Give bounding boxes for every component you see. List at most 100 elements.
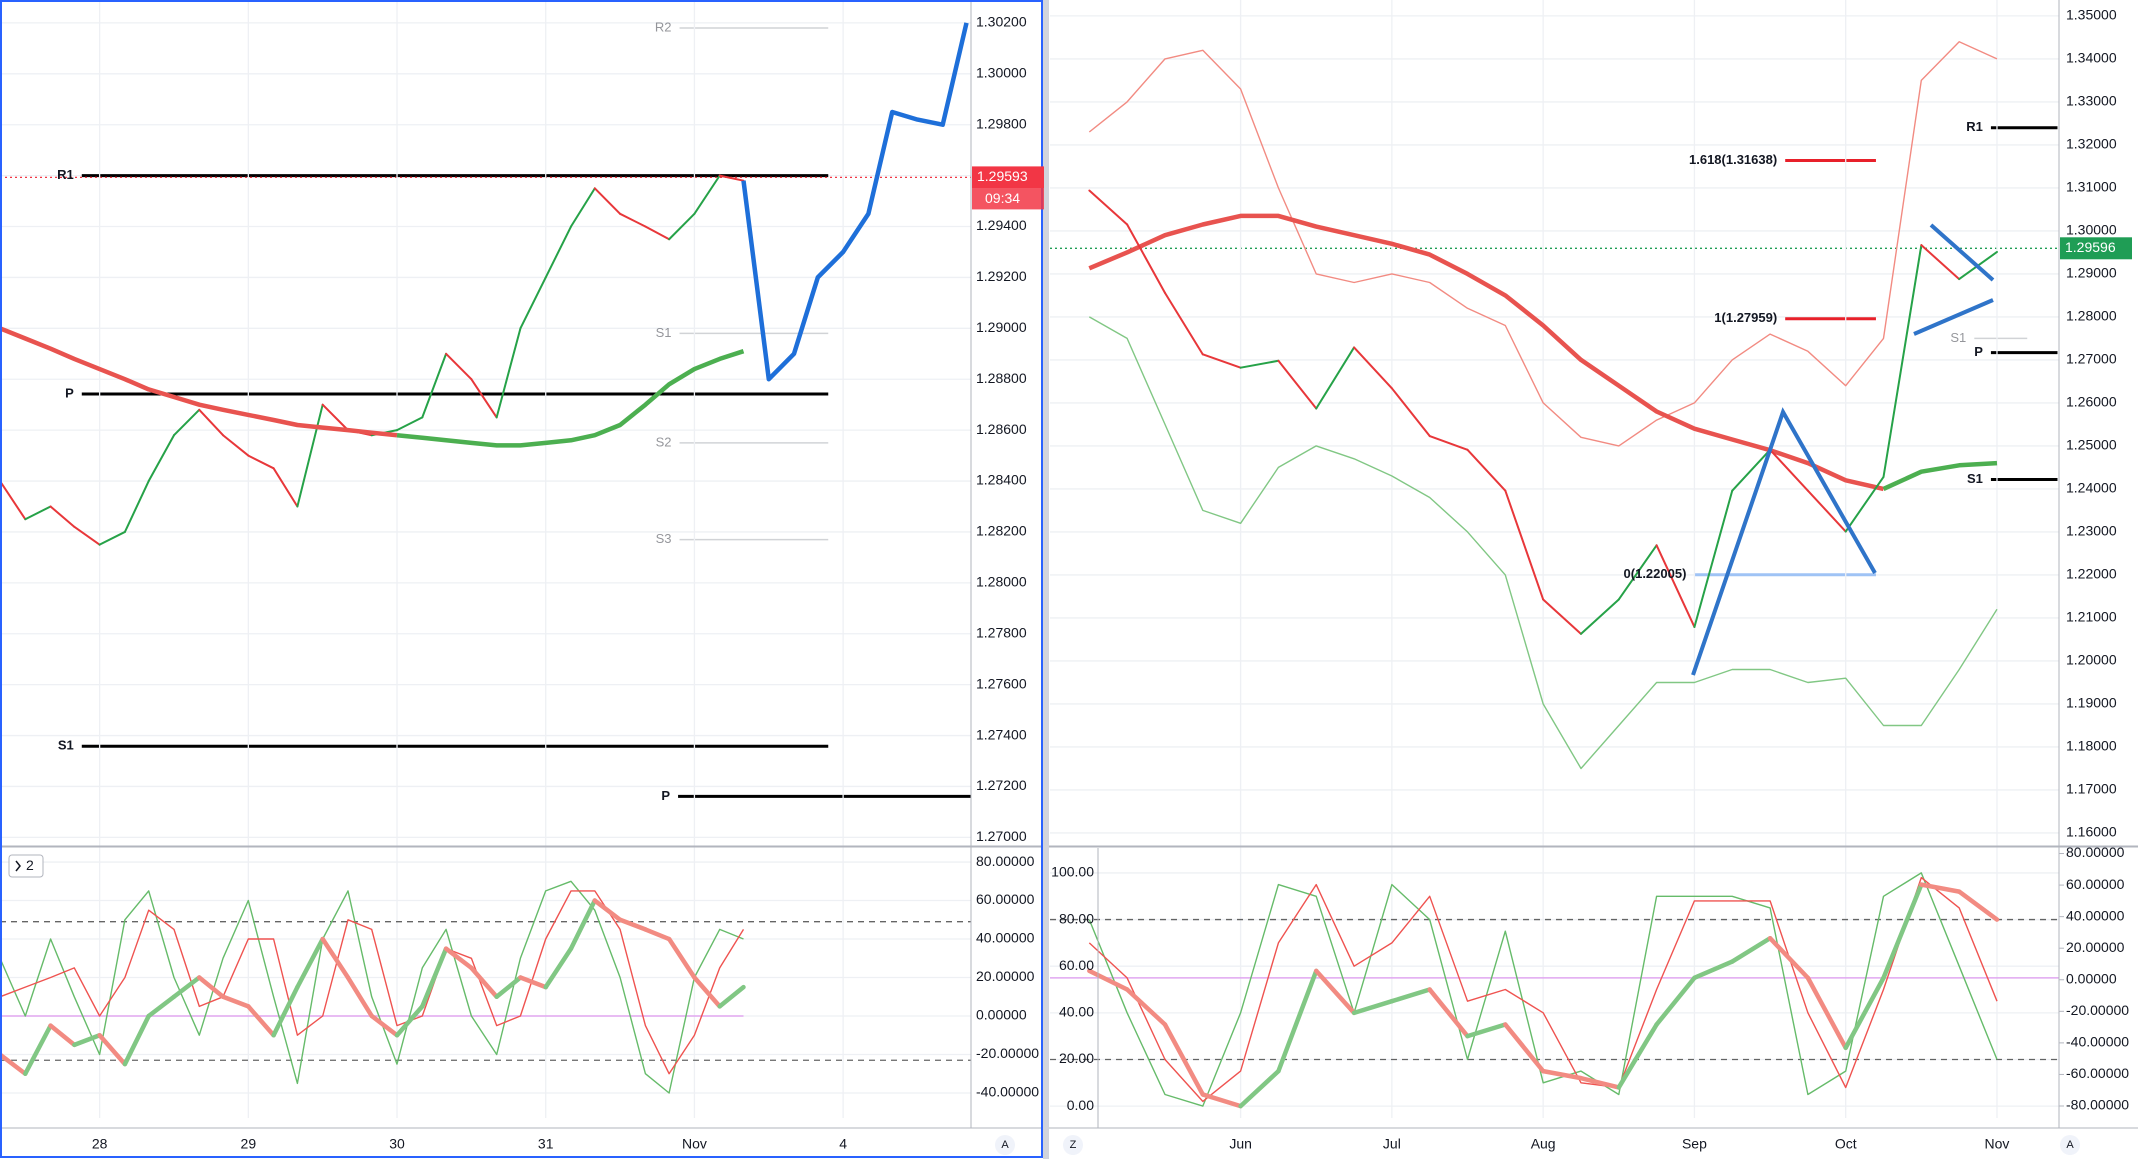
y2-tick-label: -80.00000 — [2066, 1097, 2129, 1113]
y2-tick-label: 40.00000 — [2066, 907, 2125, 923]
y-tick-label: 1.27000 — [2066, 351, 2117, 367]
line-segment — [519, 276, 547, 330]
y-tick-label: 0.00 — [1067, 1097, 1094, 1113]
level-label: R1 — [1966, 119, 1983, 134]
line-segment — [1277, 359, 1318, 410]
line-segment — [1919, 882, 1962, 894]
line-segment — [320, 936, 351, 980]
y-tick-label: 40.00000 — [976, 930, 1035, 946]
line-segment — [421, 352, 448, 419]
line-segment — [1654, 975, 1697, 1027]
scale-button[interactable] — [995, 1135, 1015, 1155]
y-tick-label: 1.33000 — [2066, 93, 2117, 109]
line-segment — [1617, 544, 1658, 601]
y-tick-label: 1.30000 — [2066, 222, 2117, 238]
line-segment — [1692, 959, 1735, 981]
line-segment — [48, 1023, 77, 1048]
level-label: S1 — [1967, 471, 1983, 486]
zoom-button-label[interactable]: Z — [1070, 1139, 1077, 1151]
line-segment — [1163, 291, 1204, 356]
last-price-tag — [972, 166, 1044, 189]
line-segment — [1465, 1022, 1508, 1039]
x-tick-label: Sep — [1682, 1136, 1707, 1152]
x-tick-label: 28 — [92, 1136, 108, 1152]
y-tick-label: 1.23000 — [2066, 523, 2117, 539]
line-segment — [396, 416, 424, 432]
line-segment — [1087, 968, 1130, 992]
line-segment — [1767, 935, 1811, 981]
line-segment — [1124, 987, 1168, 1027]
scale-button-label[interactable]: A — [1001, 1139, 1009, 1151]
pane-label[interactable]: 2 — [26, 857, 34, 873]
x-tick-label: Jul — [1383, 1136, 1401, 1152]
line-segment — [469, 965, 499, 1000]
y-tick-label: 1.27400 — [976, 726, 1027, 742]
level-label: 0(1.22005) — [1624, 566, 1687, 581]
series-line — [1882, 460, 1998, 491]
x-tick-label: Nov — [1985, 1136, 2010, 1152]
drawings — [1691, 223, 1995, 676]
line-segment — [0, 480, 27, 521]
line-segment — [693, 174, 721, 215]
line-segment — [1881, 882, 1924, 981]
y-tick-label: 1.21000 — [2066, 609, 2117, 625]
line-segment — [296, 403, 324, 508]
x-tick-label: Aug — [1531, 1136, 1556, 1152]
y2-tick-label: 0.00000 — [2066, 970, 2117, 986]
line-segment — [73, 525, 101, 546]
y-tick-label: 1.29800 — [976, 115, 1027, 131]
zoom-button[interactable] — [1063, 1135, 1083, 1155]
line-segment — [197, 975, 226, 1000]
y-tick-label: 1.32000 — [2066, 136, 2117, 152]
y-tick-label: 80.00 — [1059, 910, 1094, 926]
line-segment — [1504, 489, 1545, 601]
line-segment — [1428, 435, 1469, 451]
y-tick-label: 1.28400 — [976, 472, 1027, 488]
line-segment — [668, 212, 696, 241]
line-segment — [1956, 889, 2000, 922]
line-segment — [1315, 346, 1356, 410]
y-tick-label: 1.28600 — [976, 421, 1027, 437]
line-segment — [1542, 598, 1582, 635]
pane-label-box[interactable] — [8, 854, 44, 878]
series-line — [0, 880, 744, 1094]
line-segment — [593, 187, 622, 215]
triangle-drawing — [1929, 223, 1995, 282]
series-line — [741, 22, 969, 382]
line-segment — [23, 1023, 53, 1076]
series-line — [0, 326, 398, 438]
line-segment — [543, 946, 574, 990]
x-tick-label: 4 — [839, 1136, 847, 1152]
series-line — [1088, 213, 1884, 492]
y-tick-label: 1.22000 — [2066, 566, 2117, 582]
line-segment — [518, 975, 548, 990]
y2-tick-label: -20.00000 — [2066, 1002, 2129, 1018]
line-segment — [1503, 1022, 1546, 1074]
y-tick-label: 1.27600 — [976, 675, 1027, 691]
line-segment — [1162, 1022, 1206, 1097]
line-segment — [1806, 489, 1847, 533]
line-segment — [98, 530, 126, 546]
y-tick-label: 80.00000 — [976, 853, 1035, 869]
line-segment — [718, 174, 745, 182]
y-tick-label: 1.29000 — [976, 319, 1027, 335]
line-segment — [692, 975, 722, 1009]
line-segment — [222, 434, 250, 457]
line-segment — [1313, 968, 1357, 1016]
line-segment — [147, 434, 175, 483]
y-tick-label: -40.00000 — [976, 1084, 1039, 1100]
line-segment — [592, 898, 623, 923]
line-segment — [1201, 353, 1242, 369]
line-segment — [1390, 387, 1431, 438]
y-tick-label: -20.00000 — [976, 1045, 1039, 1061]
y-tick-label: 1.17000 — [2066, 781, 2117, 797]
scale-button-label[interactable]: A — [2066, 1139, 2074, 1151]
line-segment — [495, 327, 522, 419]
line-segment — [644, 225, 671, 241]
scale-button[interactable] — [2060, 1135, 2080, 1155]
series-line — [1088, 41, 1998, 447]
y-tick-label: 1.28000 — [2066, 308, 2117, 324]
line-segment — [321, 403, 349, 432]
